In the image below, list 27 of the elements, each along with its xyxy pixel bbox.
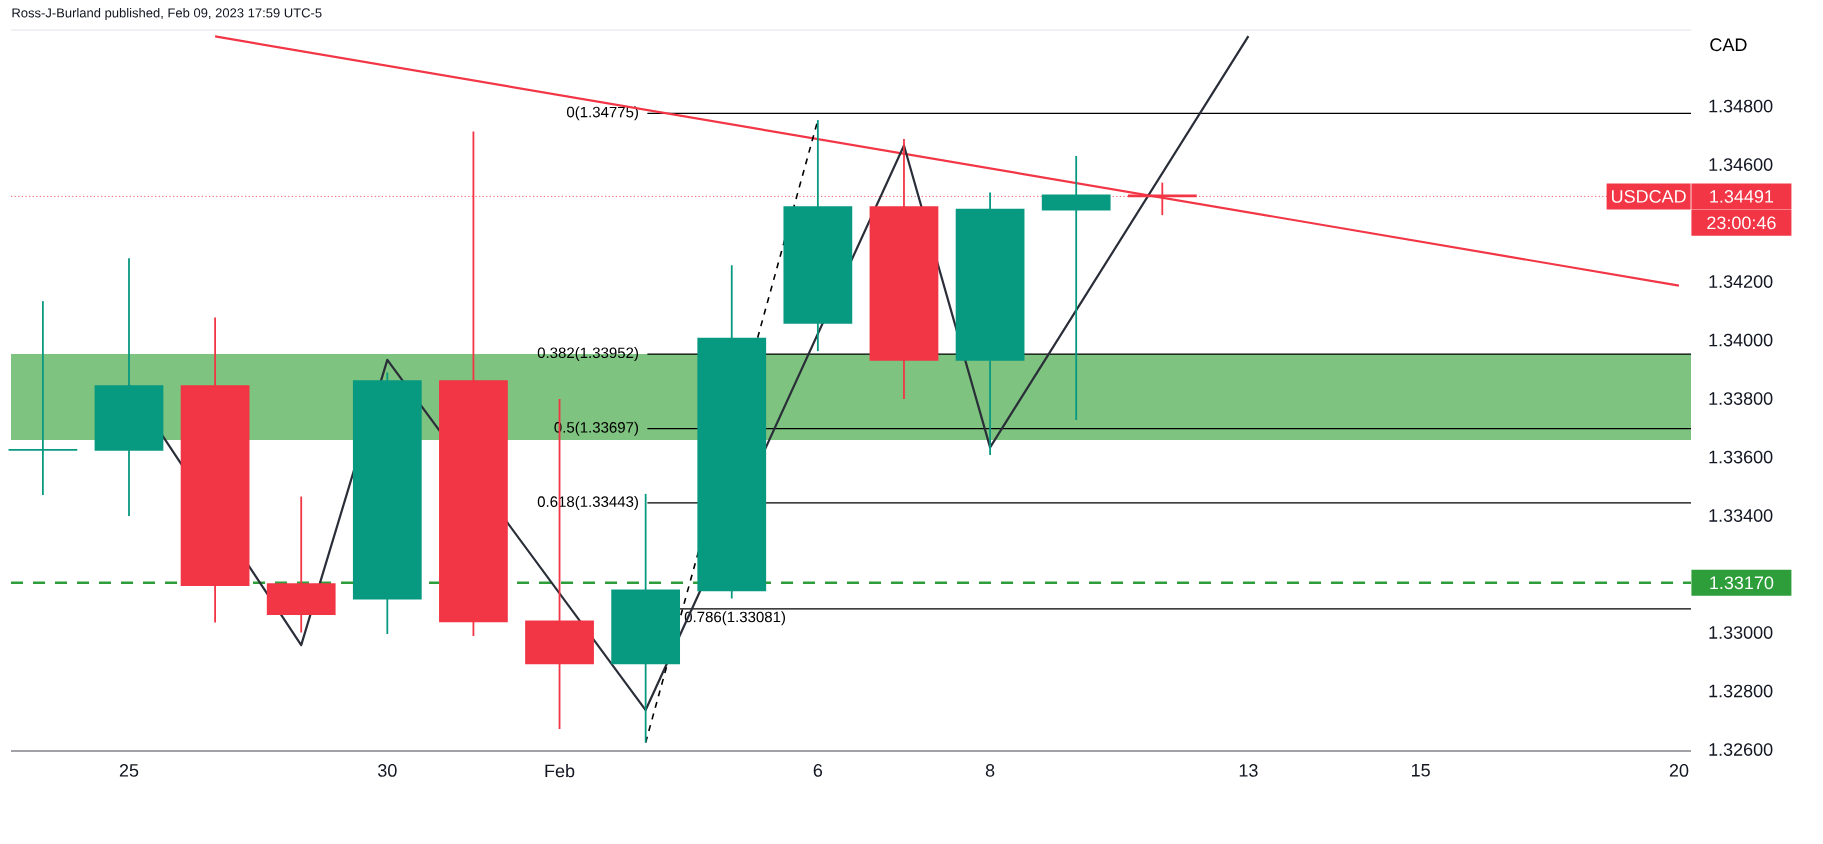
candlestick <box>8 300 78 496</box>
x-tick-label: 30 <box>377 764 397 777</box>
y-axis-title: CAD <box>1710 38 1747 52</box>
y-tick-label: 1.34600 <box>1709 158 1773 171</box>
y-tick-label: 1.33000 <box>1709 626 1773 639</box>
y-tick-label: 1.32600 <box>1709 743 1773 756</box>
text: Ross-J-Burland published, Feb 09, 2023 17:59 UTC-5 <box>12 7 322 21</box>
x-tick-label: Feb <box>545 764 575 778</box>
x-tick-label: 15 <box>1412 764 1430 777</box>
y-tick-label: 1.34800 <box>1709 99 1773 113</box>
y-tick-label: 1.34000 <box>1709 333 1773 347</box>
ref-line-label: 1.34491 <box>1710 190 1774 203</box>
x-tick-label: 25 <box>119 764 139 777</box>
x-tick-label: 20 <box>1669 764 1689 777</box>
ref-line-label: 0(1.34775) <box>566 106 638 121</box>
x-tick-label: 13 <box>1239 764 1258 777</box>
ref-line-label: 1.33170 <box>1710 576 1774 590</box>
y-tick-label: 1.33400 <box>1709 509 1773 522</box>
candlestick <box>1041 155 1111 421</box>
text: 23:00:46 <box>1707 216 1776 230</box>
y-tick-label: 1.34200 <box>1709 275 1773 288</box>
y-tick-label: 1.32800 <box>1709 684 1773 698</box>
x-tick-label: 8 <box>985 764 995 777</box>
y-tick-label: 1.33800 <box>1709 392 1773 405</box>
x-tick-label: 6 <box>813 764 823 777</box>
y-tick-label: 1.33600 <box>1709 450 1773 464</box>
annotation: USDCAD <box>1611 190 1686 203</box>
